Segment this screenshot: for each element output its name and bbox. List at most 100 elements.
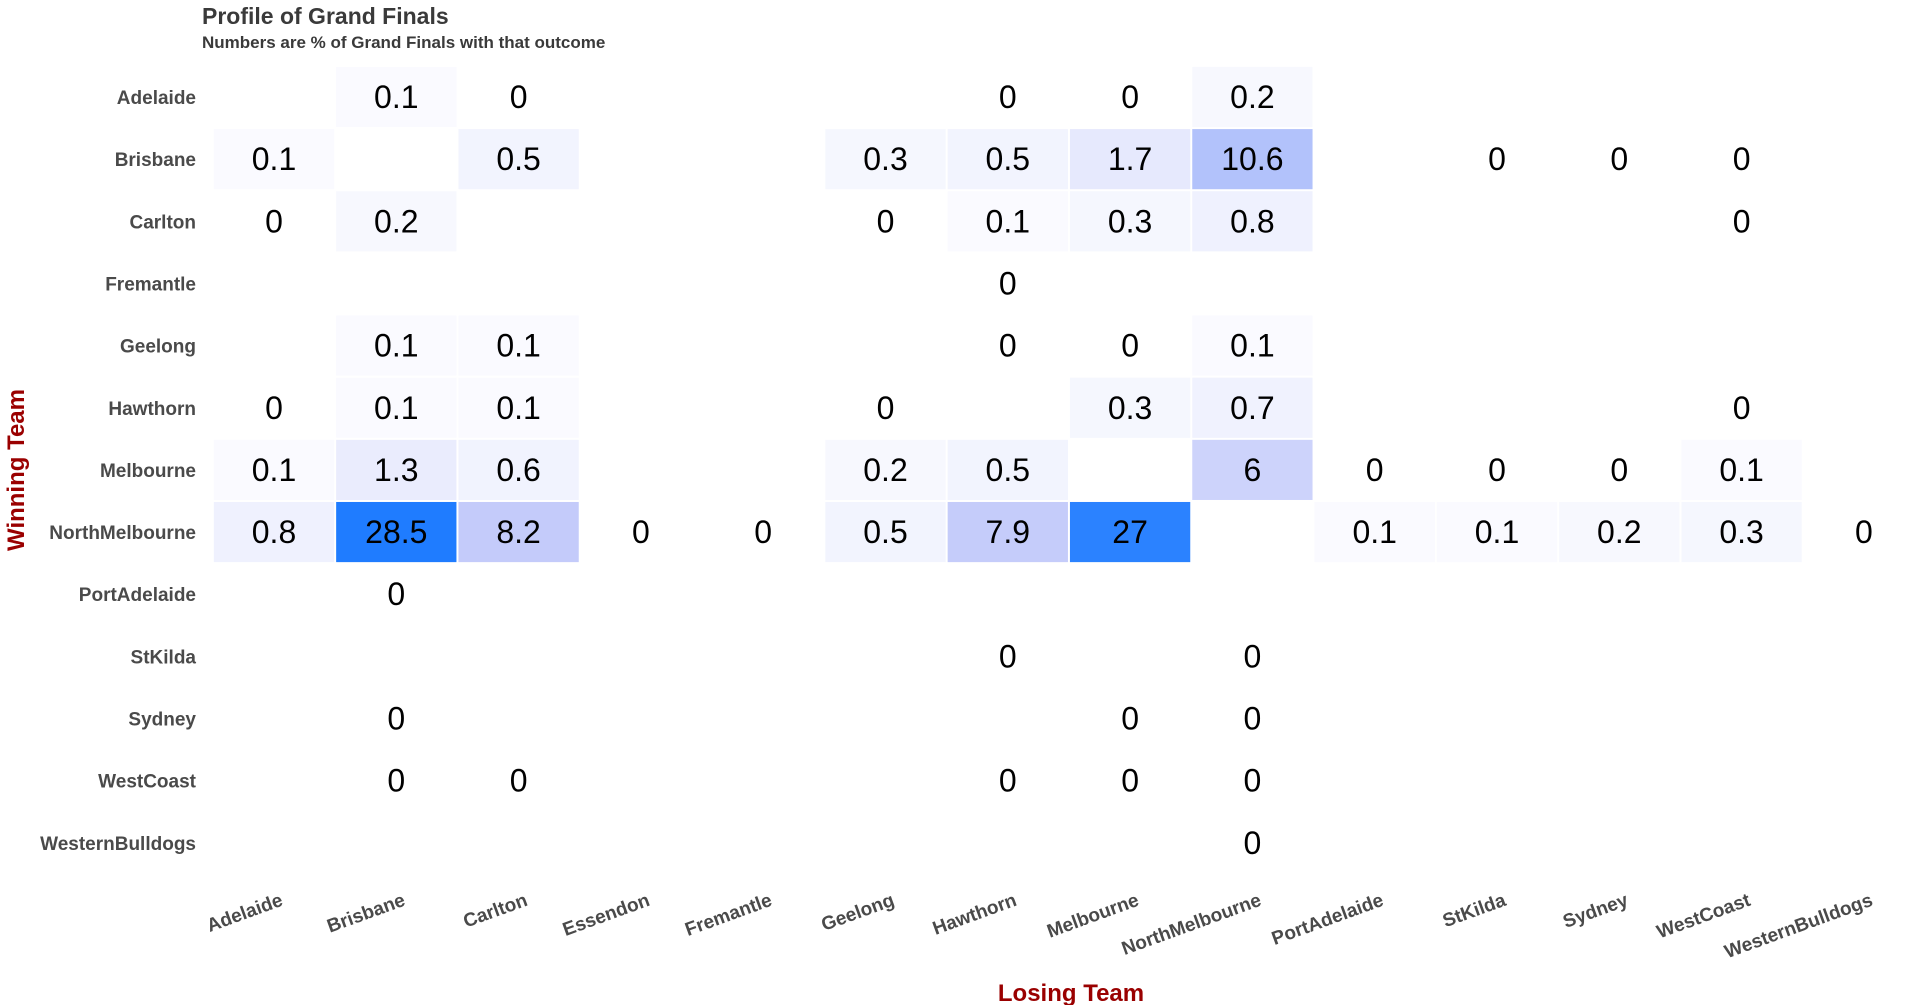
heatmap-cell-WestCoast-Brisbane	[336, 750, 457, 811]
heatmap-cell-Carlton-Melbourne	[1069, 191, 1191, 252]
heatmap-cell-Adelaide-Melbourne	[1069, 66, 1191, 128]
heatmap-cell-Melbourne-Brisbane	[336, 439, 457, 500]
heatmap-cell-Carlton-Geelong	[825, 191, 946, 252]
heatmap-cell-NorthMelbourne-Fremantle	[703, 501, 824, 563]
cell-value-label: 0.2	[1230, 79, 1274, 115]
cell-value-label: 0.1	[496, 390, 540, 426]
cell-value-label: 0.1	[1352, 514, 1396, 550]
heatmap-cell-NorthMelbourne-PortAdelaide	[1314, 501, 1435, 563]
heatmap-cell-StKilda-NorthMelbourne	[1192, 626, 1313, 687]
heatmap-cell-PortAdelaide-Brisbane	[336, 564, 457, 625]
col-label-Adelaide: Adelaide	[204, 890, 286, 937]
cell-value-label: 27	[1112, 514, 1148, 550]
cell-value-label: 0.2	[374, 203, 418, 239]
col-label-Fremantle: Fremantle	[682, 890, 775, 941]
heatmap-cell-Brisbane-Melbourne	[1069, 129, 1191, 190]
heatmap-cell-NorthMelbourne-StKilda	[1436, 501, 1558, 563]
row-label-WestCoast: WestCoast	[98, 772, 197, 793]
heatmap-cell-Melbourne-Geelong	[825, 439, 946, 500]
cell-value-label: 0	[1733, 203, 1751, 239]
cell-value-label: 6	[1244, 452, 1262, 488]
row-label-WesternBulldogs: WesternBulldogs	[40, 834, 196, 855]
cell-value-label: 0.1	[374, 390, 418, 426]
heatmap-cell-Melbourne-Adelaide	[213, 439, 335, 500]
cell-value-label: 0.1	[374, 328, 418, 364]
cell-value-label: 0	[387, 701, 405, 737]
heatmap-cell-Carlton-Brisbane	[336, 191, 457, 252]
row-label-Melbourne: Melbourne	[100, 461, 196, 482]
y-axis-label: Winning Team	[3, 389, 30, 551]
heatmap-cell-Melbourne-WestCoast	[1681, 439, 1802, 500]
heatmap-cell-Hawthorn-WestCoast	[1681, 377, 1802, 438]
heatmap-cell-Sydney-Brisbane	[336, 688, 457, 749]
row-label-Carlton: Carlton	[130, 212, 197, 233]
heatmap-cell-NorthMelbourne-Sydney	[1559, 501, 1680, 563]
heatmap-cell-Brisbane-NorthMelbourne	[1192, 129, 1313, 190]
col-label-Hawthorn: Hawthorn	[930, 890, 1020, 940]
heatmap-cell-Melbourne-PortAdelaide	[1314, 439, 1435, 500]
cell-value-label: 0	[1488, 141, 1506, 177]
cell-value-label: 0.2	[1597, 514, 1641, 550]
cell-value-label: 0.6	[496, 452, 540, 488]
cell-value-label: 7.9	[986, 514, 1030, 550]
heatmap-cell-Hawthorn-Carlton	[458, 377, 579, 438]
heatmap-cell-Adelaide-Carlton	[458, 66, 579, 128]
cell-value-label: 0	[1121, 328, 1139, 364]
heatmap-cell-Carlton-Hawthorn	[947, 191, 1068, 252]
heatmap-cell-NorthMelbourne-Essendon	[580, 501, 702, 563]
cell-value-label: 0.2	[863, 452, 907, 488]
row-label-Hawthorn: Hawthorn	[108, 399, 196, 420]
heatmap-cell-Sydney-NorthMelbourne	[1192, 688, 1313, 749]
cell-value-label: 0	[1121, 763, 1139, 799]
cell-value-label: 0	[1610, 141, 1628, 177]
cell-value-label: 0	[1244, 701, 1262, 737]
cell-value-label: 0	[265, 203, 283, 239]
heatmap-cell-Brisbane-Carlton	[458, 129, 579, 190]
cell-value-label: 0.3	[863, 141, 907, 177]
heatmap-cell-WestCoast-Melbourne	[1069, 750, 1191, 811]
cell-value-label: 0	[754, 514, 772, 550]
cell-value-label: 0	[1610, 452, 1628, 488]
cell-value-label: 0.1	[252, 141, 296, 177]
heatmap-cell-Geelong-Carlton	[458, 315, 579, 376]
cell-value-label: 0	[1244, 638, 1262, 674]
heatmap-cell-Brisbane-Adelaide	[213, 129, 335, 190]
heatmap-cell-Adelaide-Hawthorn	[947, 66, 1068, 128]
heatmap-cell-Melbourne-NorthMelbourne	[1192, 439, 1313, 500]
heatmap-cell-WesternBulldogs-NorthMelbourne	[1192, 812, 1313, 873]
cell-value-label: 0	[510, 79, 528, 115]
row-label-Adelaide: Adelaide	[117, 88, 196, 109]
col-label-Essendon: Essendon	[560, 890, 653, 941]
cell-value-label: 0	[1121, 701, 1139, 737]
row-label-Geelong: Geelong	[120, 337, 196, 358]
row-label-StKilda: StKilda	[131, 647, 197, 668]
cell-value-label: 0.5	[496, 141, 540, 177]
cell-value-label: 0	[1121, 79, 1139, 115]
cell-value-label: 0.1	[496, 328, 540, 364]
col-label-NorthMelbourne: NorthMelbourne	[1119, 890, 1264, 960]
heatmap-cell-Carlton-WestCoast	[1681, 191, 1802, 252]
cell-value-label: 0.1	[1230, 328, 1274, 364]
heatmap-cell-Brisbane-StKilda	[1436, 129, 1558, 190]
heatmap-cell-NorthMelbourne-Brisbane	[336, 501, 457, 563]
heatmap-cell-Adelaide-Brisbane	[336, 66, 457, 128]
cell-value-label: 0	[1733, 390, 1751, 426]
heatmap-cell-NorthMelbourne-WesternBulldogs	[1803, 501, 1920, 563]
heatmap-cell-NorthMelbourne-Geelong	[825, 501, 946, 563]
cell-value-label: 0	[1244, 825, 1262, 861]
col-label-Sydney: Sydney	[1560, 890, 1631, 933]
col-label-StKilda: StKilda	[1440, 890, 1509, 932]
heatmap-cell-NorthMelbourne-Hawthorn	[947, 501, 1068, 563]
cell-value-label: 0	[1244, 763, 1262, 799]
cell-value-label: 0	[1733, 141, 1751, 177]
heatmap-cell-Hawthorn-Brisbane	[336, 377, 457, 438]
heatmap-cell-Brisbane-Sydney	[1559, 129, 1680, 190]
col-label-WestCoast: WestCoast	[1654, 890, 1754, 943]
heatmap-cell-Hawthorn-NorthMelbourne	[1192, 377, 1313, 438]
heatmap-cell-Carlton-NorthMelbourne	[1192, 191, 1313, 252]
heatmap-cell-Melbourne-Sydney	[1559, 439, 1680, 500]
cell-value-label: 0.7	[1230, 390, 1274, 426]
heatmap-cell-Geelong-NorthMelbourne	[1192, 315, 1313, 376]
cell-value-label: 0	[265, 390, 283, 426]
